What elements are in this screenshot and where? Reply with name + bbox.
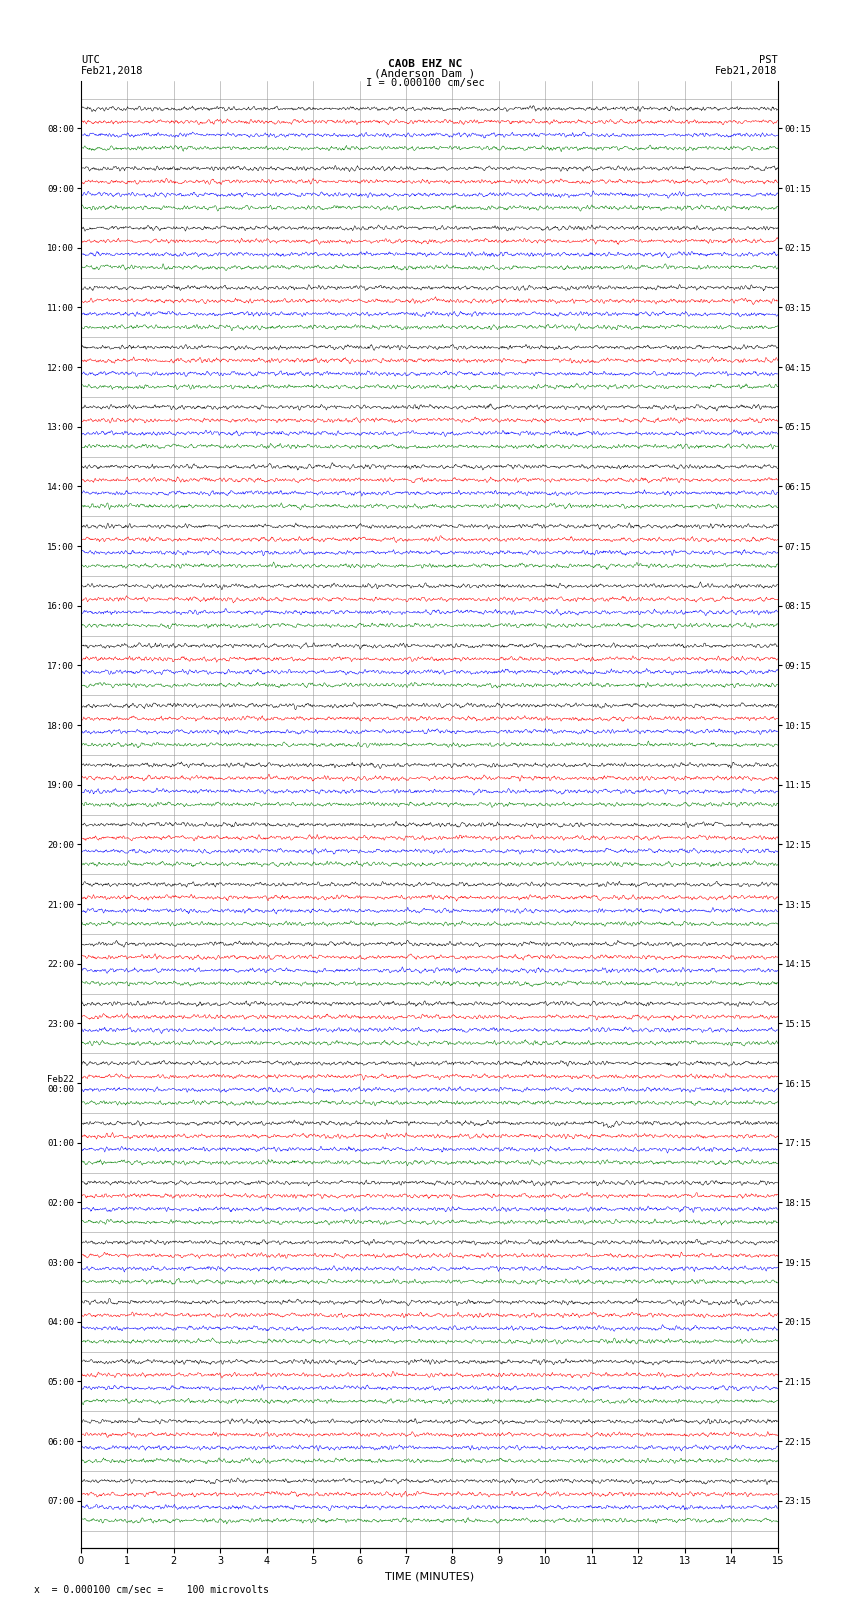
X-axis label: TIME (MINUTES): TIME (MINUTES) [385,1571,473,1582]
Text: x  = 0.000100 cm/sec =    100 microvolts: x = 0.000100 cm/sec = 100 microvolts [34,1586,269,1595]
Text: (Anderson Dam ): (Anderson Dam ) [374,68,476,77]
Text: I = 0.000100 cm/sec: I = 0.000100 cm/sec [366,77,484,87]
Text: PST: PST [759,55,778,65]
Text: CAOB EHZ NC: CAOB EHZ NC [388,58,462,69]
Text: UTC: UTC [81,55,99,65]
Text: Feb21,2018: Feb21,2018 [715,66,778,76]
Text: Feb21,2018: Feb21,2018 [81,66,144,76]
